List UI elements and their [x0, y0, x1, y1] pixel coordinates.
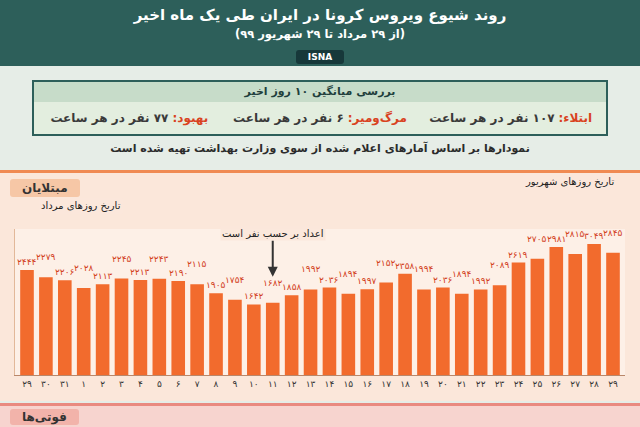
svg-text:۱۱: ۱۱ [268, 379, 278, 389]
svg-text:۲۲۴۵: ۲۲۴۵ [112, 254, 132, 264]
svg-text:۲۱۵۲: ۲۱۵۲ [376, 258, 396, 268]
svg-text:۱۹۹۴: ۱۹۹۴ [414, 264, 434, 274]
svg-text:۱۹۰۵: ۱۹۰۵ [206, 280, 226, 290]
svg-text:۲۶۱۹: ۲۶۱۹ [508, 250, 528, 260]
svg-text:۲۰۲۸: ۲۰۲۸ [74, 263, 94, 273]
svg-text:۱: ۱ [81, 379, 86, 389]
html-text:۷۷ نفر در هر ساعت: ۷۷ نفر در هر ساعت [50, 111, 169, 125]
svg-text:۱۹۹۷: ۱۹۹۷ [357, 276, 377, 286]
svg-text:۳۰۴۹: ۳۰۴۹ [584, 231, 604, 241]
svg-text:۶: ۶ [176, 379, 181, 389]
svg-text:۲۰۸۹: ۲۰۸۹ [490, 260, 510, 270]
html-text:فوتی‌ها: فوتی‌ها [22, 410, 67, 424]
svg-text:۱۶۴۲: ۱۶۴۲ [244, 291, 264, 301]
svg-text:۲۹: ۲۹ [608, 379, 618, 389]
html-text:بهبود:: بهبود: [172, 111, 209, 125]
svg-text:۱۹۹۲: ۱۹۹۲ [301, 264, 321, 274]
html-text:۶ نفر در هر ساعت: ۶ نفر در هر ساعت [233, 111, 344, 125]
svg-text:۲۱۱۵: ۲۱۱۵ [187, 259, 207, 269]
html-text:(از ۲۹ مرداد تا ۲۹ شهریور ۹۹): (از ۲۹ مرداد تا ۲۹ شهریور ۹۹) [234, 27, 406, 41]
svg-text:۳۰: ۳۰ [41, 379, 51, 389]
html-text:ISNA: ISNA [307, 52, 333, 62]
svg-text:۷: ۷ [195, 379, 200, 389]
svg-text:۲۴۴۴: ۲۴۴۴ [17, 257, 37, 267]
svg-text:۴: ۴ [138, 379, 143, 389]
svg-text:۲۳۵۸: ۲۳۵۸ [395, 261, 415, 271]
svg-text:۱۹۹۲: ۱۹۹۲ [471, 276, 491, 286]
svg-text:۲۲۴۳: ۲۲۴۳ [149, 254, 169, 264]
svg-text:۲۸۴۵: ۲۸۴۵ [603, 228, 623, 238]
svg-text:۲۲۱۳: ۲۲۱۳ [130, 267, 150, 277]
svg-text:۲۹: ۲۹ [22, 379, 32, 389]
svg-text:۸: ۸ [214, 379, 219, 389]
svg-text:۱۳: ۱۳ [306, 379, 316, 389]
svg-text:۲۹۸۱: ۲۹۸۱ [547, 234, 566, 244]
svg-text:۱۴: ۱۴ [325, 379, 335, 389]
svg-text:۲۱: ۲۱ [457, 379, 467, 389]
svg-text:۹: ۹ [233, 379, 238, 389]
svg-text:۱۹: ۱۹ [419, 379, 429, 389]
svg-text:۲۰۳۶: ۲۰۳۶ [319, 275, 339, 285]
svg-text:۲۷۰۵: ۲۷۰۵ [527, 234, 547, 244]
svg-text:۱۷۵۴: ۱۷۵۴ [225, 275, 245, 285]
html-text:مرگ‌ومیر:: مرگ‌ومیر: [347, 111, 407, 125]
svg-text:۲۰۳۶: ۲۰۳۶ [433, 275, 453, 285]
svg-text:۱۵: ۱۵ [344, 379, 354, 389]
svg-text:۲۲۷۹: ۲۲۷۹ [36, 252, 56, 262]
svg-text:۱۸۹۴: ۱۸۹۴ [338, 269, 358, 279]
svg-text:۲۸۱۵: ۲۸۱۵ [565, 229, 585, 239]
html-text:روند شیوع ویروس کرونا در ایران: روند شیوع ویروس کرونا در ایران طی یک ماه… [133, 6, 507, 24]
svg-text:۱۸۹۴: ۱۸۹۴ [452, 269, 472, 279]
svg-text:۳۱: ۳۱ [60, 379, 70, 389]
svg-text:۱۶: ۱۶ [362, 379, 372, 389]
svg-text:۲۱۱۳: ۲۱۱۳ [93, 271, 113, 281]
svg-text:۱۰: ۱۰ [249, 379, 259, 389]
svg-text:۵: ۵ [157, 379, 162, 389]
svg-text:۲۸: ۲۸ [589, 379, 599, 389]
svg-text:۲۲: ۲۲ [476, 379, 486, 389]
html-text:مبتلایان: مبتلایان [22, 181, 68, 195]
svg-text:۲۳: ۲۳ [495, 379, 505, 389]
svg-text:۱۸: ۱۸ [400, 379, 410, 389]
html-text:ابتلاء:: ابتلاء: [558, 111, 593, 125]
svg-text:۱۷: ۱۷ [381, 379, 391, 389]
html-text:بررسی میانگین ۱۰ روز اخیر: بررسی میانگین ۱۰ روز اخیر [244, 85, 396, 98]
svg-text:۱۶۸۲: ۱۶۸۲ [263, 278, 283, 288]
svg-text:۲۶: ۲۶ [551, 379, 561, 389]
svg-text:۲۵: ۲۵ [533, 379, 543, 389]
svg-text:۲۷: ۲۷ [570, 379, 580, 389]
svg-text:اعداد بر حسب نفر است: اعداد بر حسب نفر است [222, 228, 324, 239]
svg-text:۱۸۵۸: ۱۸۵۸ [282, 282, 302, 292]
svg-text:۲۲۰۶: ۲۲۰۶ [55, 267, 75, 277]
svg-text:۱۲: ۱۲ [287, 379, 297, 389]
html-text:نمودارها بر اساس آمارهای اعلام: نمودارها بر اساس آمارهای اعلام شده از سو… [110, 142, 530, 155]
svg-text:۲: ۲ [100, 379, 105, 389]
svg-text:۳: ۳ [119, 379, 124, 389]
svg-text:۲۱۹۰: ۲۱۹۰ [169, 268, 188, 278]
svg-text:۲۰: ۲۰ [438, 379, 448, 389]
svg-text:تاریخ روزهای شهریور: تاریخ روزهای شهریور [525, 176, 614, 188]
html-text:۱۰۷ نفر در هر ساعت: ۱۰۷ نفر در هر ساعت [429, 111, 555, 125]
svg-text:تاریخ روزهای مرداد: تاریخ روزهای مرداد [41, 200, 121, 212]
svg-text:۲۴: ۲۴ [514, 379, 524, 389]
